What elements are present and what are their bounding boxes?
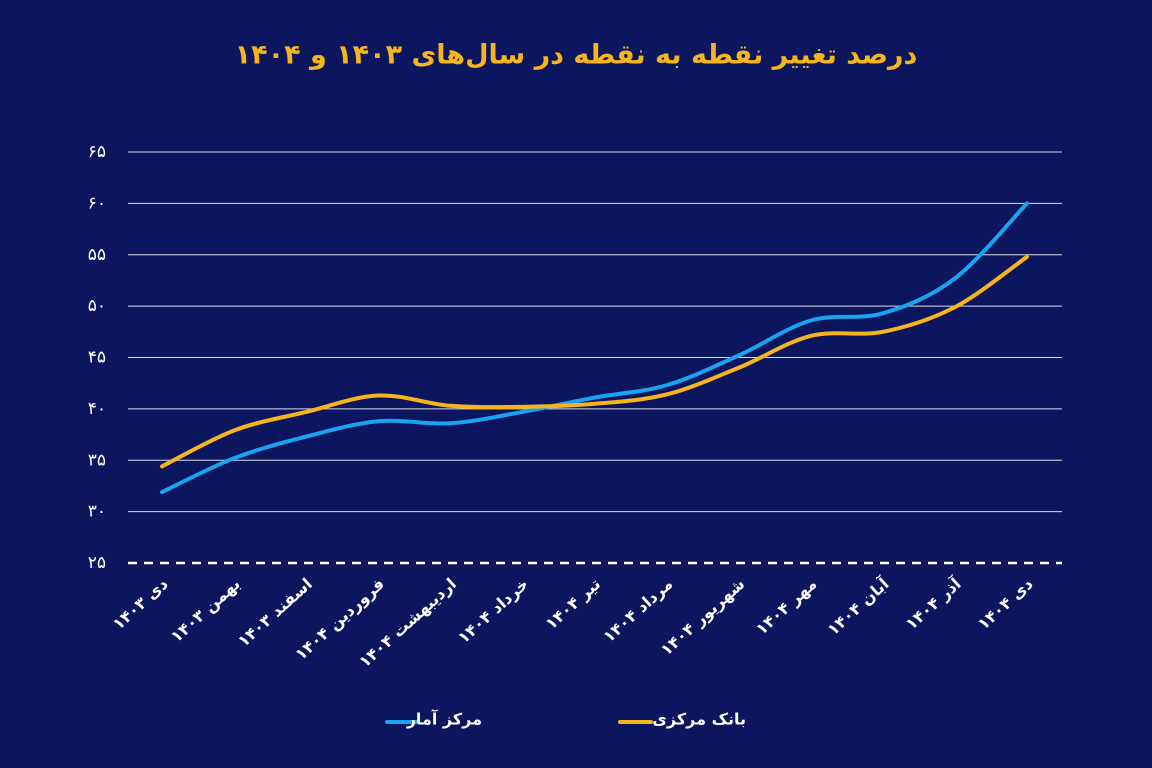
legend-label: بانک مرکزی <box>652 710 746 729</box>
series-line <box>160 201 1029 495</box>
y-tick-label: ۶۰ <box>88 193 106 213</box>
y-tick-label: ۴۵ <box>88 348 106 368</box>
chart-title: درصد تغییر نقطه به نقطه در سال‌های ۱۴۰۳ … <box>235 40 918 71</box>
legend-label: مرکز آمار <box>406 709 482 729</box>
y-tick-label: ۶۵ <box>88 142 106 162</box>
y-tick-label: ۲۵ <box>88 553 106 573</box>
y-tick-label: ۵۰ <box>88 296 106 316</box>
y-tick-label: ۵۵ <box>88 245 106 265</box>
y-tick-label: ۴۰ <box>88 399 106 419</box>
y-tick-label: ۳۰ <box>88 502 106 522</box>
series-line <box>160 254 1029 469</box>
y-tick-label: ۳۵ <box>88 450 106 470</box>
